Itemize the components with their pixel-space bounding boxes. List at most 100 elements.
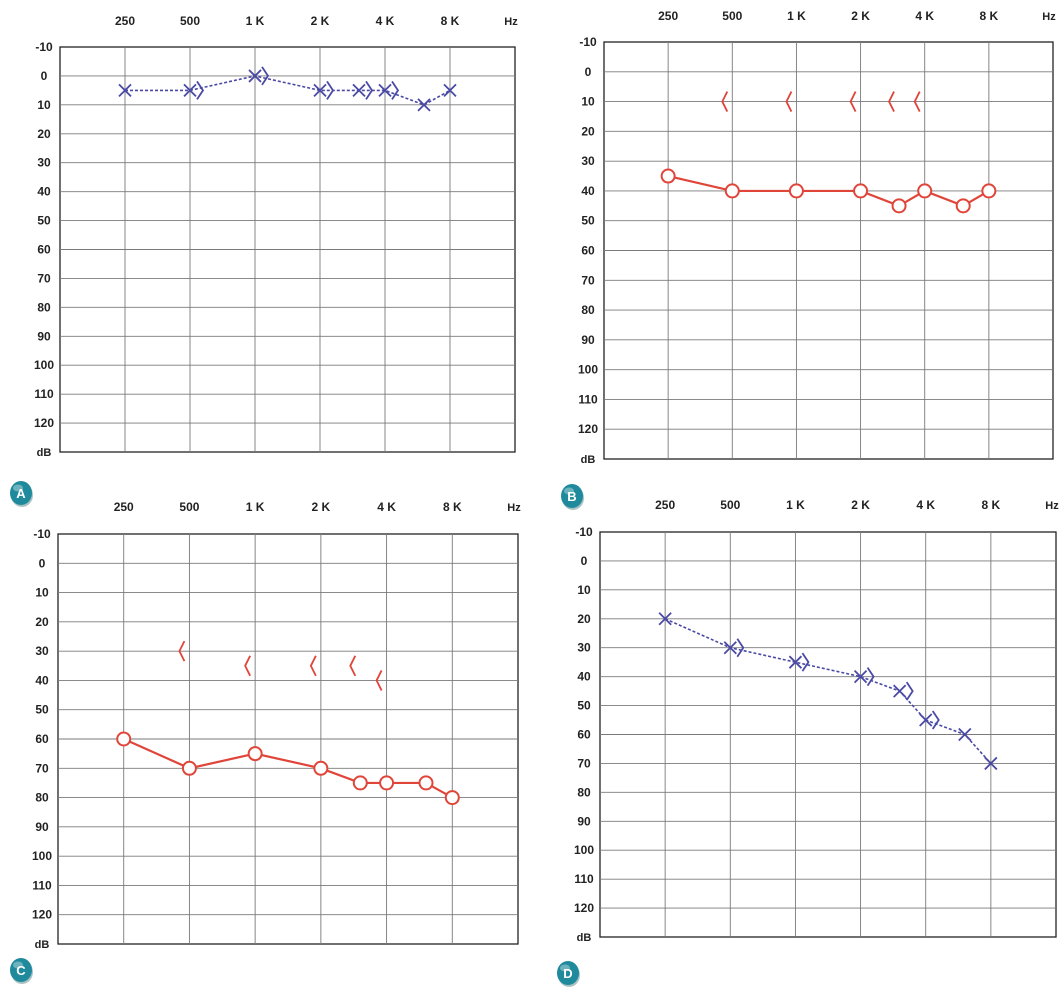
y-tick-label: 70 [577,756,591,770]
panel-badge [561,484,583,508]
data-point-bone-left [349,655,357,677]
x-tick-label: 500 [722,9,742,23]
panel-label: B [567,489,576,504]
x-tick-label: 250 [655,498,675,512]
y-tick-label: 20 [581,124,595,138]
x-tick-label: 500 [180,14,200,28]
data-point-circle [352,775,368,791]
data-point-circle [444,790,460,806]
y-tick-label: 80 [581,303,595,317]
y-tick-label: 10 [577,583,591,597]
y-tick-label: 80 [35,791,49,805]
data-point-bone-right [866,667,875,687]
x-tick-label: 1 K [786,498,805,512]
y-tick-label: 20 [577,612,591,626]
y-tick-label: 60 [577,728,591,742]
data-point-circle [853,183,869,199]
y-tick-label: 20 [37,127,51,141]
y-tick-label: 50 [35,703,49,717]
data-point-circle [891,198,907,214]
y-tick-label: 30 [35,644,49,658]
data-point-x [723,641,737,655]
y-tick-label: 30 [577,641,591,655]
data-point-circle [247,746,263,762]
y-unit-label: dB [35,939,50,951]
data-point-x [853,670,868,684]
y-tick-label: 70 [37,271,51,285]
x-tick-label: 250 [114,500,134,514]
audiogram-panel-a: 250 500 1 K 2 K 4 K 8 K Hz -10 0 10 20 30 40 50 60 70 80… [10,14,518,507]
y-tick-label: 80 [37,300,51,314]
x-tick-label: 4 K [376,14,395,28]
data-point-bone-left [721,91,729,112]
data-point-x [378,83,392,98]
data-point-circle [917,183,933,199]
data-point-circle [788,183,804,199]
data-point-circle [724,183,740,199]
y-tick-label: 40 [37,185,51,199]
y-tick-label: 10 [35,586,49,600]
data-point-circle [955,198,971,214]
data-point-circle [418,775,434,791]
data-point-x [443,83,457,98]
x-unit-label: Hz [1042,11,1056,23]
x-tick-label: 500 [179,500,199,514]
y-tick-label: 100 [34,358,54,372]
data-point-bone-left [309,655,317,677]
panel-label: C [16,963,26,978]
x-tick-label: 250 [115,14,135,28]
panel-label: A [16,486,26,501]
series-line [125,75,451,106]
x-tick-label: 1 K [246,500,265,514]
data-point-bone-left [244,655,251,677]
y-tick-label: 30 [581,154,595,168]
y-tick-label: 50 [577,699,591,713]
y-unit-label: dB [581,454,596,466]
data-point-x [248,69,262,83]
data-point-bone-right [261,66,270,86]
data-point-circle [660,168,676,184]
data-point-x [984,756,998,771]
y-tick-label: 0 [39,556,46,570]
data-point-bone-right [736,638,745,658]
y-tick-label: 0 [581,554,588,568]
y-tick-label: 40 [581,184,595,198]
y-tick-label: 100 [574,843,594,857]
series-line [664,618,992,764]
data-point-bone-right [326,80,335,100]
data-point-circle [981,183,997,199]
x-tick-label: 1 K [787,9,806,23]
x-tick-label: 2 K [311,14,330,28]
data-point-bone-left [888,91,895,112]
data-point-bone-left [375,670,383,691]
y-tick-label: -10 [575,525,593,539]
y-unit-label: dB [37,447,52,459]
panel-badge-gloss [560,964,570,972]
x-tick-label: 2 K [851,498,870,512]
data-point-circle [313,760,329,776]
y-tick-label: 70 [35,761,49,775]
x-tick-label: 250 [658,9,678,23]
audiogram-panel-d: 250 500 1 K 2 K 4 K 8 K Hz -10 0 10 20 30 40 50 60 70 80… [557,498,1059,987]
y-tick-label: 110 [574,872,594,886]
data-point-x [893,684,907,698]
data-point-circle [116,731,132,747]
data-point-x [919,713,933,727]
y-tick-label: 50 [581,214,595,228]
data-point-x [313,83,327,98]
panel-badge [557,961,579,985]
y-tick-label: 40 [35,673,49,687]
panel-badge [10,481,32,505]
data-point-bone-left [913,91,921,112]
y-tick-label: 120 [578,422,598,436]
data-point-bone-right [391,80,400,100]
y-tick-label: 70 [581,273,595,287]
panel-badge-gloss [13,961,23,969]
data-point-bone-left [849,91,857,112]
y-tick-label: 120 [574,901,594,915]
x-unit-label: Hz [504,16,518,28]
y-tick-label: 90 [577,814,591,828]
x-tick-label: 2 K [851,9,870,23]
y-tick-label: 10 [581,95,595,109]
